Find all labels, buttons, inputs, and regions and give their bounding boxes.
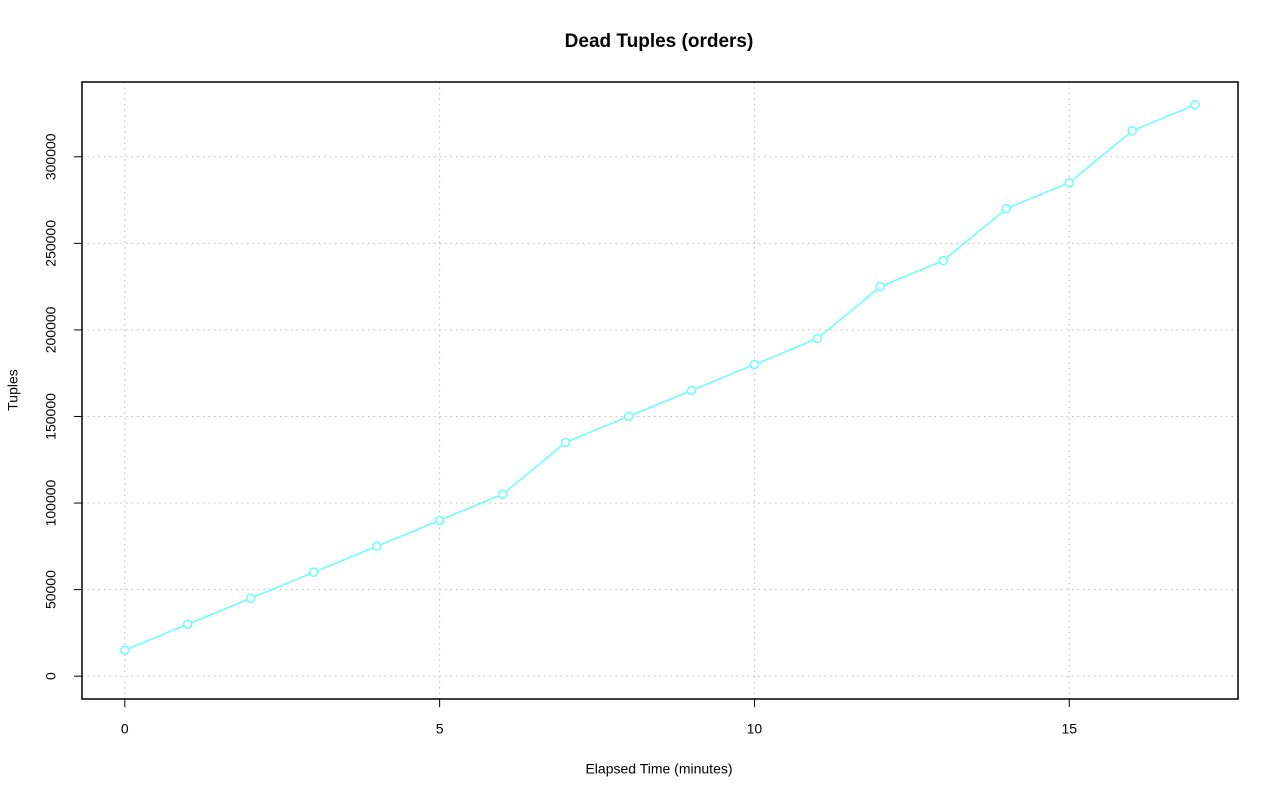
data-line [124, 104, 1196, 651]
data-point [120, 645, 130, 655]
data-point [560, 437, 571, 448]
data-point [812, 333, 823, 344]
plot-frame [81, 81, 1239, 700]
data-point [434, 515, 445, 526]
data-point [1064, 178, 1075, 188]
data-point [623, 411, 634, 422]
data-point [245, 593, 256, 603]
x-tick-label: 0 [121, 721, 129, 737]
data-point [1190, 100, 1200, 110]
y-tick-label: 50000 [43, 570, 59, 609]
y-tick-label: 250000 [43, 220, 59, 267]
data-point [371, 541, 382, 552]
data-point [686, 385, 697, 396]
data-point [1001, 203, 1012, 214]
y-tick-label: 150000 [43, 393, 59, 440]
data-point [308, 567, 319, 578]
y-tick-label: 100000 [43, 479, 59, 526]
y-tick-label: 0 [43, 672, 59, 680]
data-point [497, 489, 508, 500]
data-point [938, 255, 949, 266]
x-tick-label: 15 [1061, 721, 1077, 737]
y-tick-label: 300000 [43, 133, 59, 180]
data-point [749, 359, 760, 370]
chart-title: Dead Tuples (orders) [565, 31, 754, 52]
y-axis-label: Tuples [5, 369, 21, 411]
data-point [183, 619, 193, 629]
y-tick-label: 200000 [43, 306, 59, 353]
x-axis-label: Elapsed Time (minutes) [585, 761, 732, 777]
x-tick-label: 5 [436, 721, 444, 737]
data-point [875, 281, 886, 292]
x-tick-label: 10 [747, 721, 763, 737]
data-point [1127, 126, 1137, 136]
